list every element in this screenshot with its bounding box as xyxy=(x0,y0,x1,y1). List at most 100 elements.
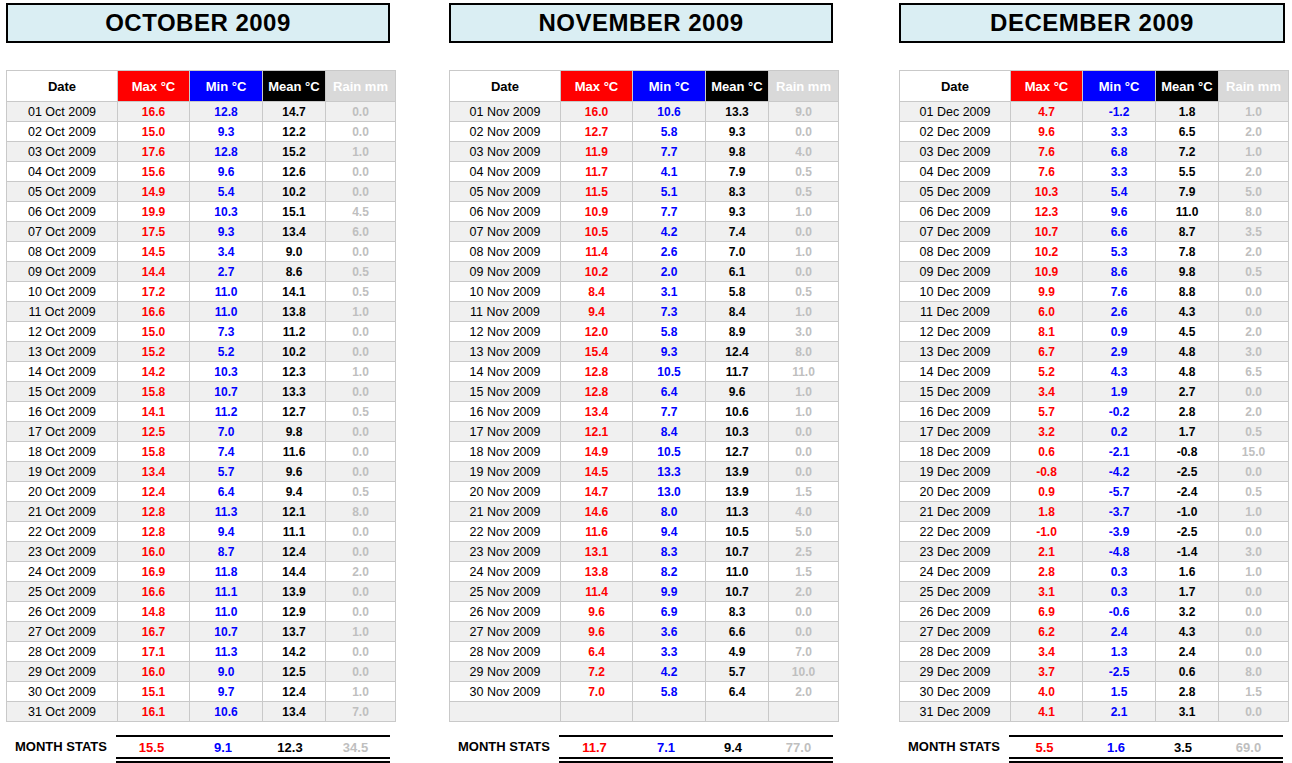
rain-cell: 0.0 xyxy=(326,322,396,342)
table-row: 20 Dec 20090.9-5.7-2.40.5 xyxy=(900,482,1289,502)
date-cell: 22 Oct 2009 xyxy=(7,522,118,542)
min-cell: 8.2 xyxy=(633,562,706,582)
max-cell: 12.8 xyxy=(118,522,190,542)
max-cell: 12.3 xyxy=(1011,202,1083,222)
max-cell: 12.4 xyxy=(118,482,190,502)
mean-cell: 2.8 xyxy=(1156,682,1219,702)
mean-cell: 12.5 xyxy=(263,662,326,682)
rain-cell: 0.0 xyxy=(1219,622,1289,642)
mean-cell: 4.3 xyxy=(1156,302,1219,322)
stats-rain-value: 69.0 xyxy=(1214,737,1283,757)
mean-cell: 7.2 xyxy=(1156,142,1219,162)
max-cell: 12.7 xyxy=(561,122,633,142)
date-cell: 15 Oct 2009 xyxy=(7,382,118,402)
mean-cell: 1.8 xyxy=(1156,102,1219,122)
min-cell: 6.4 xyxy=(633,382,706,402)
max-cell: 11.7 xyxy=(561,162,633,182)
rain-cell: 1.0 xyxy=(326,622,396,642)
mean-cell: 14.1 xyxy=(263,282,326,302)
mean-cell: 10.2 xyxy=(263,342,326,362)
rain-cell: 1.0 xyxy=(769,402,839,422)
min-cell: 11.8 xyxy=(190,562,263,582)
date-cell: 09 Dec 2009 xyxy=(900,262,1011,282)
date-cell: 15 Dec 2009 xyxy=(900,382,1011,402)
date-cell: 05 Oct 2009 xyxy=(7,182,118,202)
rain-cell: 15.0 xyxy=(1219,442,1289,462)
max-cell: 12.1 xyxy=(561,422,633,442)
date-cell: 31 Dec 2009 xyxy=(900,702,1011,722)
date-cell: 27 Dec 2009 xyxy=(900,622,1011,642)
rain-cell: 1.5 xyxy=(1219,682,1289,702)
date-cell: 17 Nov 2009 xyxy=(450,422,561,442)
min-cell: 9.3 xyxy=(633,342,706,362)
min-cell: 7.7 xyxy=(633,142,706,162)
date-cell: 06 Oct 2009 xyxy=(7,202,118,222)
month-stats-label: MONTH STATS xyxy=(449,735,559,763)
mean-cell: 15.2 xyxy=(263,142,326,162)
rain-cell: 11.0 xyxy=(769,362,839,382)
table-row: 24 Nov 200913.88.211.01.5 xyxy=(450,562,839,582)
rain-cell: 2.0 xyxy=(1219,122,1289,142)
month-panel-november: NOVEMBER 2009 Date Max °C Min °C Mean °C… xyxy=(449,0,833,763)
min-cell: 9.9 xyxy=(633,582,706,602)
rain-column-header: Rain mm xyxy=(1219,71,1289,102)
rain-cell: 1.0 xyxy=(326,682,396,702)
rain-cell: 1.0 xyxy=(326,362,396,382)
date-cell xyxy=(450,702,561,722)
mean-cell: 5.8 xyxy=(706,282,769,302)
date-cell: 20 Nov 2009 xyxy=(450,482,561,502)
rain-cell: 1.0 xyxy=(769,202,839,222)
min-cell: 6.6 xyxy=(1083,222,1156,242)
header-row: Date Max °C Min °C Mean °C Rain mm xyxy=(450,71,839,102)
table-body: 01 Dec 20094.7-1.21.81.002 Dec 20099.63.… xyxy=(900,102,1289,722)
min-cell: 5.2 xyxy=(190,342,263,362)
max-cell: 14.7 xyxy=(561,482,633,502)
rain-cell: 0.0 xyxy=(326,182,396,202)
min-cell: 2.6 xyxy=(1083,302,1156,322)
rain-cell: 0.5 xyxy=(1219,262,1289,282)
rain-cell: 3.5 xyxy=(1219,222,1289,242)
min-cell: 11.0 xyxy=(190,282,263,302)
rain-cell: 3.0 xyxy=(1219,342,1289,362)
rain-cell: 5.0 xyxy=(1219,182,1289,202)
table-row: 12 Dec 20098.10.94.52.0 xyxy=(900,322,1289,342)
max-cell: 11.9 xyxy=(561,142,633,162)
table-row: 04 Dec 20097.63.35.52.0 xyxy=(900,162,1289,182)
rain-cell: 2.5 xyxy=(769,542,839,562)
date-column-header: Date xyxy=(900,71,1011,102)
max-cell: 14.5 xyxy=(118,242,190,262)
mean-cell: 12.9 xyxy=(263,602,326,622)
mean-cell: 7.9 xyxy=(1156,182,1219,202)
mean-cell: 11.3 xyxy=(706,502,769,522)
month-stats-row: MONTH STATS 11.7 7.1 9.4 77.0 xyxy=(449,735,833,763)
table-row: 02 Dec 20099.63.36.52.0 xyxy=(900,122,1289,142)
min-cell: 10.5 xyxy=(633,442,706,462)
max-cell: 16.1 xyxy=(118,702,190,722)
date-cell: 26 Dec 2009 xyxy=(900,602,1011,622)
mean-cell: 14.2 xyxy=(263,642,326,662)
min-cell: 9.4 xyxy=(190,522,263,542)
max-cell: 15.8 xyxy=(118,382,190,402)
min-cell: 10.6 xyxy=(190,702,263,722)
rain-cell: 0.0 xyxy=(326,642,396,662)
min-cell: 3.3 xyxy=(633,642,706,662)
date-cell: 29 Dec 2009 xyxy=(900,662,1011,682)
mean-cell: -2.5 xyxy=(1156,522,1219,542)
table-row: 02 Nov 200912.75.89.30.0 xyxy=(450,122,839,142)
stats-max-value: 15.5 xyxy=(116,737,187,757)
table-row: 11 Dec 20096.02.64.30.0 xyxy=(900,302,1289,322)
table-row: 13 Dec 20096.72.94.83.0 xyxy=(900,342,1289,362)
rain-cell: 2.0 xyxy=(1219,322,1289,342)
min-cell: 13.3 xyxy=(633,462,706,482)
table-row: 01 Dec 20094.7-1.21.81.0 xyxy=(900,102,1289,122)
max-cell: 3.2 xyxy=(1011,422,1083,442)
rain-cell: 0.0 xyxy=(1219,642,1289,662)
min-cell: 5.8 xyxy=(633,682,706,702)
rain-cell: 9.0 xyxy=(769,102,839,122)
weather-table: Date Max °C Min °C Mean °C Rain mm 01 De… xyxy=(899,70,1289,722)
date-cell: 21 Oct 2009 xyxy=(7,502,118,522)
date-cell: 29 Oct 2009 xyxy=(7,662,118,682)
min-cell xyxy=(633,702,706,722)
table-row: 17 Dec 20093.20.21.70.5 xyxy=(900,422,1289,442)
min-cell: 8.3 xyxy=(633,542,706,562)
